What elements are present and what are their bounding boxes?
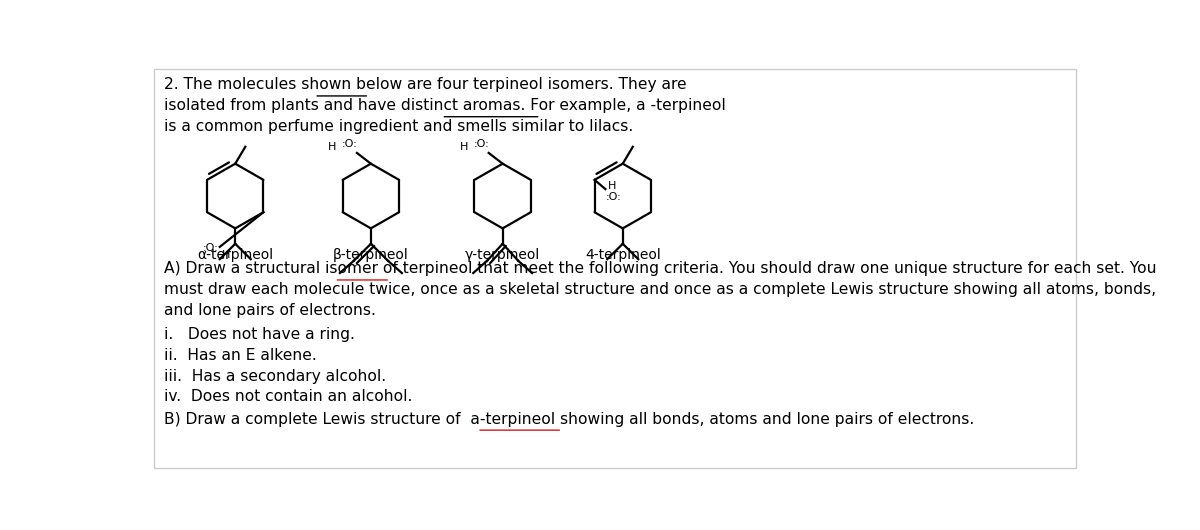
Text: is a common perfume ingredient and smells similar to lilacs.: is a common perfume ingredient and smell… [164, 119, 634, 134]
Text: :O:: :O: [474, 139, 490, 149]
Text: iv.  Does not contain an alcohol.: iv. Does not contain an alcohol. [164, 390, 413, 404]
Text: H: H [328, 142, 336, 152]
Text: isolated from plants and have distinct aromas. For example, a -terpineol: isolated from plants and have distinct a… [164, 98, 726, 113]
Text: H: H [460, 142, 468, 152]
Text: 2. The molecules shown below are four terpineol isomers. They are: 2. The molecules shown below are four te… [164, 77, 686, 92]
Text: 4-terpineol: 4-terpineol [584, 249, 661, 262]
Text: H: H [608, 181, 617, 191]
Text: must draw each molecule twice, once as a skeletal structure and once as a comple: must draw each molecule twice, once as a… [164, 282, 1156, 297]
Text: γ-terpineol: γ-terpineol [466, 249, 540, 262]
Text: β-terpineol: β-terpineol [334, 249, 409, 262]
Text: :O:: :O: [605, 192, 622, 202]
Text: :O:: :O: [203, 243, 218, 253]
Text: :O:: :O: [342, 139, 358, 149]
Text: and lone pairs of electrons.: and lone pairs of electrons. [164, 303, 376, 318]
Text: H: H [222, 250, 230, 260]
Text: α-terpineol: α-terpineol [197, 249, 274, 262]
Text: ii.  Has an E alkene.: ii. Has an E alkene. [164, 348, 317, 363]
Text: i.   Does not have a ring.: i. Does not have a ring. [164, 327, 355, 342]
Text: A) Draw a structural isomer of terpineol that meet the following criteria. You s: A) Draw a structural isomer of terpineol… [164, 261, 1157, 277]
Text: iii.  Has a secondary alcohol.: iii. Has a secondary alcohol. [164, 368, 386, 384]
Text: B) Draw a complete Lewis structure of  a-terpineol showing all bonds, atoms and : B) Draw a complete Lewis structure of a-… [164, 412, 974, 427]
FancyBboxPatch shape [154, 69, 1076, 468]
